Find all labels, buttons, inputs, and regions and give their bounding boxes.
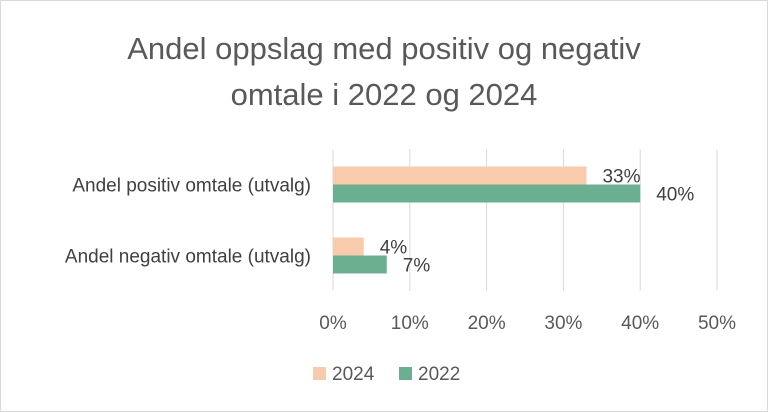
legend-label: 2022 xyxy=(418,364,460,385)
x-axis-ticks: 0% 10% 20% 30% 40% 50% xyxy=(319,313,736,334)
legend-label: 2024 xyxy=(332,364,375,385)
data-label: 7% xyxy=(403,256,431,277)
data-label: 4% xyxy=(380,238,408,259)
bar-2022 xyxy=(333,255,387,274)
data-labels: 33% 40% 4%7% xyxy=(380,167,695,277)
chart-title-line-1: Andel oppslag med positiv og negativ xyxy=(127,31,641,66)
bar-2022 xyxy=(333,184,641,203)
category-label: Andel positiv omtale (utvalg) xyxy=(72,176,311,197)
x-tick-label: 0% xyxy=(319,313,347,334)
legend-swatch-2024 xyxy=(313,367,326,380)
x-tick-label: 50% xyxy=(698,313,736,334)
category-labels: Andel positiv omtale (utvalg) Andel negat… xyxy=(65,176,311,268)
bars xyxy=(333,166,641,274)
data-label: 33% xyxy=(602,167,640,188)
x-tick-label: 20% xyxy=(468,313,506,334)
x-tick-label: 10% xyxy=(391,313,429,334)
chart-title-line-2: omtale i 2022 og 2024 xyxy=(231,77,538,112)
bar-2024 xyxy=(333,237,364,256)
bar-2024 xyxy=(333,166,587,185)
x-tick-label: 40% xyxy=(621,313,659,334)
legend: 2024 2022 xyxy=(313,364,460,385)
data-label: 40% xyxy=(656,185,694,206)
legend-swatch-2022 xyxy=(399,367,412,380)
x-tick-label: 30% xyxy=(544,313,582,334)
category-label: Andel negativ omtale (utvalg) xyxy=(65,247,311,268)
